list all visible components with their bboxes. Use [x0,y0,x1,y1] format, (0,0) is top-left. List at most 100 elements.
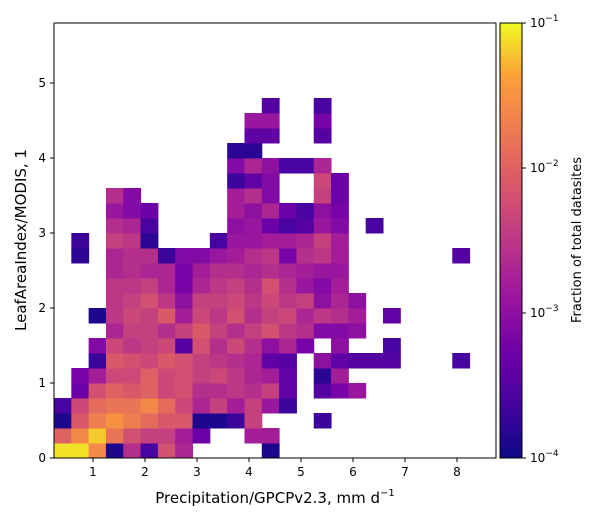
heatmap-cell [157,368,176,384]
heatmap-cell [209,308,228,324]
heatmap-cell [313,173,332,189]
heatmap-cell [331,248,349,264]
heatmap-cell [313,98,332,114]
heatmap-cell [244,143,263,159]
heatmap-cell [140,398,159,414]
heatmap-cell [296,218,315,234]
heatmap-cell [192,428,211,444]
heatmap-cell [209,323,228,339]
heatmap-cell [105,338,124,354]
x-tick-label: 3 [193,465,201,479]
heatmap-cell [192,338,211,354]
heatmap-cell [71,413,90,429]
heatmap-cell [313,278,332,294]
heatmap-cell [244,233,263,249]
heatmap-cell [105,188,124,204]
heatmap-cell [227,413,245,429]
heatmap-cell [279,338,297,354]
heatmap-cell [279,233,297,249]
heatmap-cell [244,203,263,219]
heatmap-cell [261,428,280,444]
heatmap-cell [383,308,401,324]
colorbar-tick-label: 10−1 [530,14,559,30]
heatmap-cell [140,383,159,399]
heatmap-cell [192,248,211,264]
heatmap-cell [279,278,297,294]
heatmap-cell [54,413,72,429]
heatmap-cell [348,293,367,309]
heatmap-cell [244,218,263,234]
heatmap-cell [175,248,194,264]
heatmap-cell [157,278,176,294]
heatmap-cell [279,308,297,324]
heatmap-cell [175,428,194,444]
heatmap-cell [383,353,401,369]
heatmap-cell [261,233,280,249]
heatmap-cell [157,353,176,369]
heatmap-cell [313,233,332,249]
colorbar-label: Fraction of total datasites [570,157,585,323]
heatmap-cell [123,323,142,339]
heatmap-cell [192,413,211,429]
heatmap-cell [209,248,228,264]
heatmap-cell [192,308,211,324]
heatmap-cell [140,248,159,264]
heatmap-cell [452,353,471,369]
heatmap-cell [123,293,142,309]
heatmap-cell [227,353,245,369]
heatmap-cell [227,158,245,174]
heatmap-cell [209,233,228,249]
heatmap-cell [105,413,124,429]
heatmap-cell [365,218,384,234]
heatmap-cell [192,323,211,339]
heatmap-cell [123,428,142,444]
heatmap-cell [244,353,263,369]
heatmap-cell [209,353,228,369]
colorbar-tick-label: 10−3 [530,304,559,320]
heatmap-cell [54,443,72,458]
heatmap-cell [227,278,245,294]
heatmap-cell [227,188,245,204]
heatmap-cell [105,398,124,414]
heatmap-cell [123,353,142,369]
heatmap-cell [313,158,332,174]
heatmap-cell [261,353,280,369]
heatmap-cell [88,308,107,324]
heatmap-cell [123,368,142,384]
heatmap-cell [105,443,124,458]
heatmap-cell [105,218,124,234]
heatmap-cell [279,218,297,234]
y-tick-label: 3 [38,226,46,240]
heatmap-cell [244,128,263,144]
heatmap-cell [227,308,245,324]
heatmap-cell [261,128,280,144]
heatmap-cell [313,383,332,399]
heatmap-cell [331,338,349,354]
heatmap-cell [261,203,280,219]
heatmap-cell [244,158,263,174]
heatmap-cell [244,428,263,444]
heatmap-cell [261,188,280,204]
heatmap-cell [261,113,280,129]
heatmap-cell [348,323,367,339]
heatmap-cell [296,293,315,309]
heatmap-cell [261,383,280,399]
heatmap-cell [123,308,142,324]
heatmap-cell [296,338,315,354]
heatmap-cell [105,233,124,249]
heatmap-cell [192,368,211,384]
heatmap-cell [140,428,159,444]
x-tick-label: 6 [349,465,357,479]
heatmap-cell [227,368,245,384]
x-tick-label: 5 [297,465,305,479]
heatmap-cell [244,173,263,189]
heatmap-cell [227,218,245,234]
heatmap-cell [279,398,297,414]
heatmap-cell [279,323,297,339]
heatmap-cell [157,428,176,444]
heatmap-cell [71,368,90,384]
heatmap-cell [105,383,124,399]
heatmap-cell [261,398,280,414]
heatmap-cell [296,263,315,279]
heatmap-cell [123,278,142,294]
